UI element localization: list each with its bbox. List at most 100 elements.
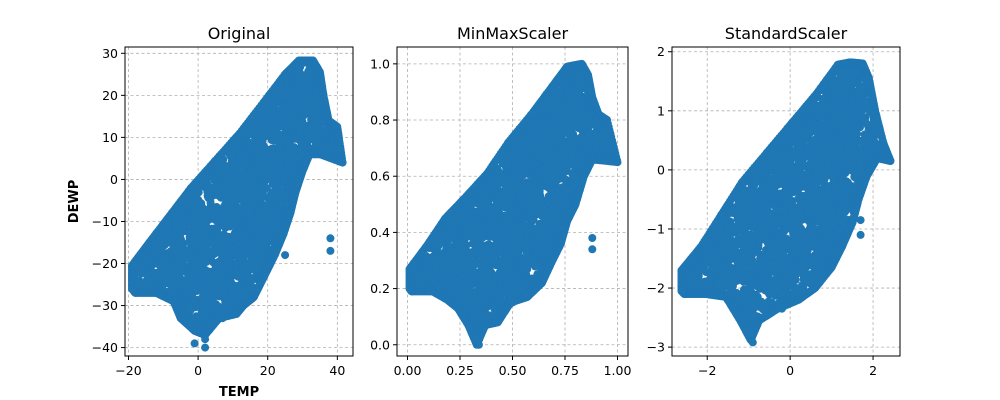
scatter-point bbox=[242, 271, 251, 280]
y-tick-label: 20 bbox=[102, 88, 118, 103]
scatter-point bbox=[255, 152, 264, 161]
x-tick-label: −20 bbox=[115, 363, 141, 378]
scatter-point bbox=[256, 142, 265, 151]
scatter-point bbox=[188, 273, 197, 282]
scatter-point bbox=[267, 206, 276, 215]
scatter-point bbox=[197, 199, 206, 208]
scatter-points bbox=[128, 56, 347, 352]
scatter-point bbox=[265, 222, 274, 231]
scatter-point bbox=[214, 257, 223, 266]
scatter-point bbox=[254, 244, 263, 253]
scatter-point bbox=[241, 159, 250, 168]
scatter-point bbox=[191, 281, 199, 290]
scatter-point bbox=[217, 280, 226, 289]
scatter-point bbox=[209, 173, 218, 182]
scatter-point bbox=[160, 256, 169, 265]
scatter-point bbox=[222, 243, 231, 252]
scatter-point bbox=[200, 287, 209, 296]
scatter-point bbox=[285, 143, 294, 152]
scatter-point bbox=[293, 117, 302, 126]
scatter-point bbox=[326, 234, 335, 243]
scatter-point bbox=[204, 306, 213, 315]
scatter-point bbox=[294, 73, 303, 82]
scatter-point bbox=[260, 162, 269, 171]
scatter-point bbox=[180, 223, 189, 232]
scatter-point bbox=[326, 246, 335, 255]
scatter-point bbox=[478, 241, 487, 250]
scatter-point bbox=[220, 267, 229, 276]
scatter-point bbox=[282, 122, 291, 131]
scatter-point bbox=[230, 198, 239, 207]
scatter-point bbox=[195, 210, 204, 219]
scatter-point bbox=[281, 251, 290, 260]
scatter-point bbox=[256, 193, 265, 202]
scatter-point bbox=[157, 236, 166, 244]
y-tick-label: −40 bbox=[92, 340, 118, 355]
scatter-point bbox=[273, 215, 282, 224]
scatter-point bbox=[276, 154, 285, 163]
scatter-point bbox=[180, 217, 189, 226]
scatter-point bbox=[248, 182, 257, 190]
scatter-point bbox=[194, 188, 203, 197]
scatter-point bbox=[231, 171, 240, 180]
scatter-point bbox=[222, 255, 231, 264]
scatter-point bbox=[228, 286, 237, 295]
scatter-point bbox=[232, 188, 240, 197]
scatter-point bbox=[230, 230, 239, 238]
scatter-point bbox=[278, 112, 287, 121]
scatter-point bbox=[228, 150, 236, 159]
scatter-point bbox=[275, 162, 284, 170]
scatter-point bbox=[251, 235, 260, 243]
scatter-point bbox=[201, 335, 210, 344]
scatter-point bbox=[193, 217, 202, 226]
scatter-point bbox=[239, 228, 248, 237]
scatter-point bbox=[213, 224, 222, 233]
scatter-point bbox=[169, 245, 178, 254]
scatter-point bbox=[324, 130, 333, 138]
scatter-point bbox=[205, 225, 214, 234]
scatter-point bbox=[209, 293, 218, 302]
scatter-point bbox=[137, 281, 146, 290]
scatter-point bbox=[288, 111, 297, 120]
scatter-point bbox=[189, 253, 198, 262]
scatter-point bbox=[219, 289, 228, 298]
axes-frame bbox=[124, 46, 354, 357]
scatter-points bbox=[405, 59, 622, 349]
y-tick-label: −10 bbox=[92, 214, 118, 229]
scatter-point bbox=[267, 114, 276, 123]
scatter-point bbox=[236, 182, 245, 190]
scatter-point bbox=[217, 207, 226, 216]
scatter-point bbox=[154, 269, 163, 278]
scatter-point bbox=[234, 252, 243, 261]
scatter-point bbox=[236, 194, 245, 203]
y-tick-label: 30 bbox=[102, 46, 118, 61]
scatter-point bbox=[200, 220, 209, 229]
scatter-point bbox=[224, 206, 233, 214]
scatter-point bbox=[302, 128, 311, 137]
scatter-point bbox=[255, 206, 263, 215]
y-tick-label: −20 bbox=[92, 256, 118, 271]
scatter-point bbox=[249, 173, 258, 182]
scatter-point bbox=[188, 291, 197, 300]
scatter-point bbox=[228, 160, 237, 169]
scatter-point bbox=[311, 87, 320, 96]
scatter-point bbox=[218, 314, 227, 323]
scatter-point bbox=[252, 163, 261, 172]
x-tick-label: 40 bbox=[329, 363, 345, 378]
scatter-point bbox=[290, 86, 299, 95]
scatter-point bbox=[168, 230, 177, 239]
scatter-point bbox=[285, 92, 294, 101]
scatter-point bbox=[275, 143, 284, 152]
scatter-point bbox=[223, 233, 232, 242]
y-tick-label: 10 bbox=[102, 130, 118, 145]
scatter-point bbox=[162, 270, 170, 279]
scatter-point bbox=[212, 185, 221, 194]
scatter-point bbox=[247, 217, 256, 226]
scatter-point bbox=[246, 142, 255, 151]
scatter-point bbox=[272, 226, 281, 235]
scatter-point bbox=[191, 267, 200, 276]
scatter-point bbox=[191, 223, 200, 232]
scatter-point bbox=[180, 211, 189, 220]
scatter-point bbox=[197, 300, 206, 309]
scatter-point bbox=[137, 269, 146, 278]
